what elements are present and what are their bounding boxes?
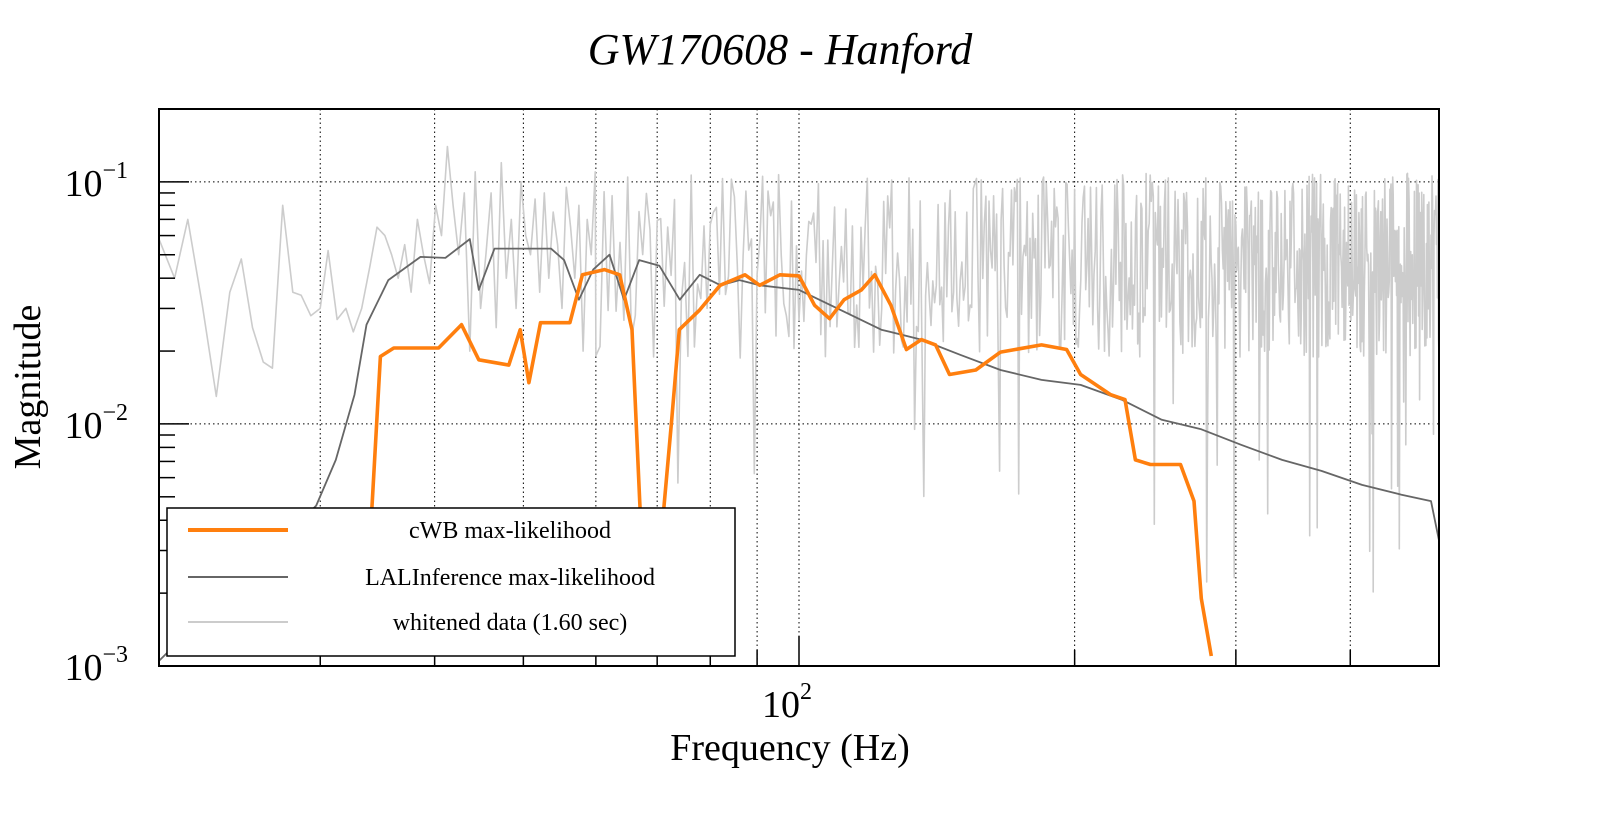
plot-area <box>159 145 1439 662</box>
series-cwb <box>361 267 1214 657</box>
legend-label-cwb: cWB max-likelihood <box>409 518 611 544</box>
y-axis-label: Magnitude <box>7 305 49 470</box>
legend-label-whitened-data: whitened data (1.60 sec) <box>393 610 628 636</box>
legend-entry-cwb: cWB max-likelihood <box>188 518 611 544</box>
x-tick-label: 102 <box>762 679 812 726</box>
legend-entry-whitened-data: whitened data (1.60 sec) <box>188 610 627 636</box>
axis-ticks <box>158 108 1440 667</box>
legend-box <box>166 507 736 657</box>
plot-frame <box>158 108 1440 667</box>
y-tick-label: 10−1 <box>64 158 128 205</box>
y-tick-label: 10−2 <box>64 400 128 447</box>
series-whitened-data <box>159 145 1439 593</box>
series-lalinference <box>159 238 1439 662</box>
chart-title: GW170608 - Hanford <box>588 25 974 74</box>
x-axis-tick-labels: 102 <box>762 679 812 726</box>
y-axis-tick-labels: 10−1 10−2 10−3 <box>64 158 128 689</box>
legend-label-lalinference: LALInference max-likelihood <box>365 565 655 591</box>
y-tick-label: 10−3 <box>64 642 128 689</box>
x-axis-label: Frequency (Hz) <box>670 727 910 769</box>
legend-entry-lalinference: LALInference max-likelihood <box>188 565 655 591</box>
legend: cWB max-likelihood LALInference max-like… <box>166 507 736 657</box>
